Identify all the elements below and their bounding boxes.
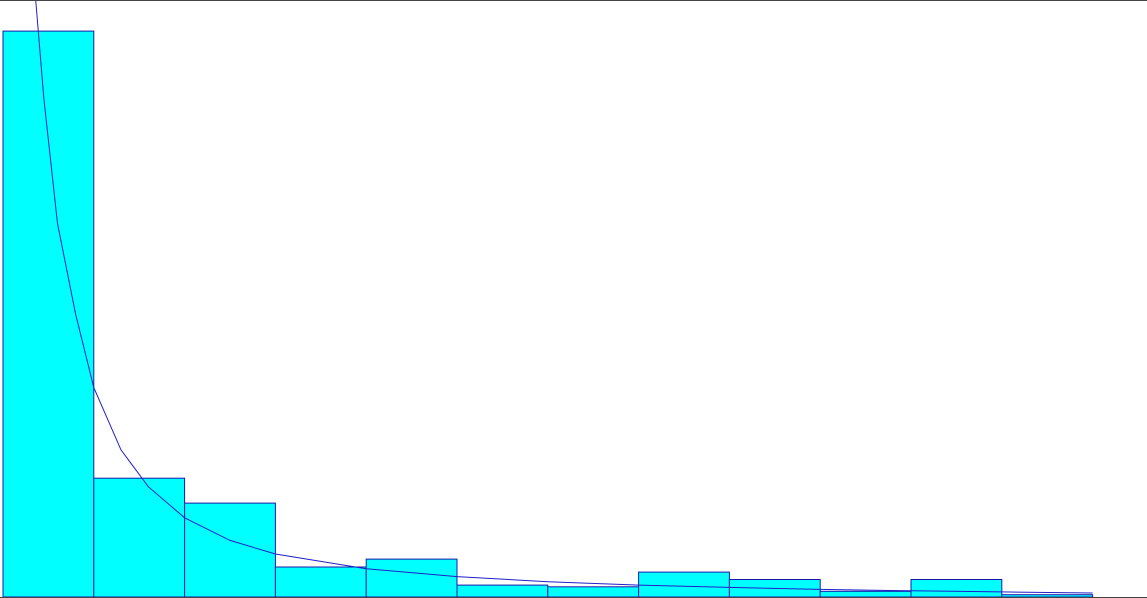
histogram-bar-3	[184, 502, 276, 598]
histogram-bar-4	[274, 566, 367, 598]
histogram-bar-12	[1001, 594, 1094, 598]
histogram-bar-7	[547, 586, 640, 598]
histogram-bar-10	[819, 590, 912, 598]
histogram-bar-1	[2, 30, 95, 598]
histogram-bar-11	[910, 579, 1003, 598]
histogram-bar-6	[456, 584, 549, 598]
histogram-bar-5	[365, 558, 458, 598]
histogram-bar-2	[93, 477, 186, 598]
fit-curve	[35, 0, 1093, 594]
histogram-bar-8	[638, 571, 730, 598]
histogram-bars	[2, 30, 1094, 598]
